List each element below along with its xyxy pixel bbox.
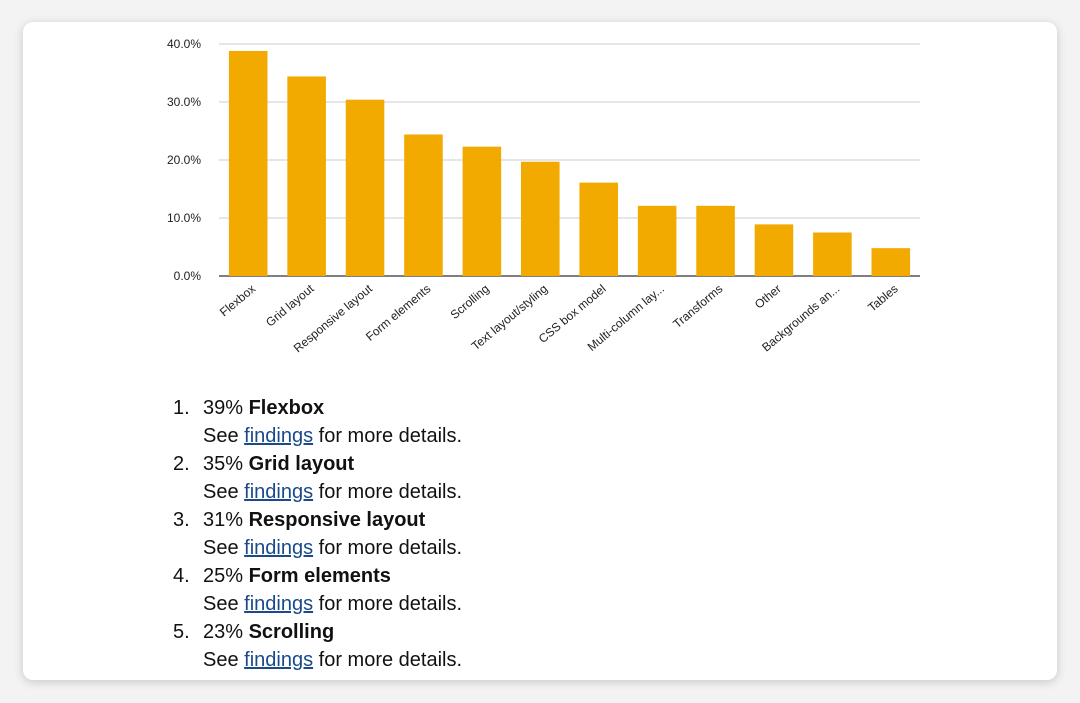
- x-tick-label: Grid layout: [263, 281, 317, 329]
- x-tick-label: Flexbox: [217, 282, 258, 320]
- bar: [404, 134, 443, 276]
- bar: [871, 248, 911, 276]
- findings-link[interactable]: findings: [244, 425, 314, 447]
- findings-link[interactable]: findings: [244, 537, 314, 559]
- findings-list: 1. 39% Flexbox See findings for more det…: [173, 394, 462, 674]
- y-tick-label: 0.0%: [174, 269, 202, 283]
- list-item: 2. 35% Grid layout See findings for more…: [173, 450, 462, 506]
- item-percent: 35%: [203, 453, 244, 475]
- bar: [696, 205, 735, 276]
- bar: [637, 205, 677, 276]
- bar-chart: 0.0% 10.0% 20.0% 30.0% 40.0% Flexbox Grid lay…: [167, 37, 920, 355]
- bar: [345, 99, 385, 277]
- x-tick-label: Tables: [865, 282, 901, 315]
- bar: [228, 50, 268, 277]
- y-tick-label: 40.0%: [167, 37, 201, 51]
- item-percent: 31%: [203, 509, 244, 531]
- x-tick-label: Scrolling: [448, 282, 492, 322]
- list-item: 3. 31% Responsive layout See findings fo…: [173, 506, 462, 562]
- item-percent: 25%: [203, 565, 244, 587]
- bar: [813, 232, 852, 276]
- list-item: 4. 25% Form elements See findings for mo…: [173, 562, 462, 618]
- item-see-text: See: [203, 425, 239, 447]
- item-number: 4.: [173, 565, 190, 587]
- item-after-text: for more details.: [318, 593, 463, 615]
- item-number: 3.: [173, 509, 190, 531]
- item-see-text: See: [203, 537, 239, 559]
- bar: [579, 182, 618, 276]
- item-title: Form elements: [248, 565, 391, 587]
- findings-link[interactable]: findings: [244, 481, 314, 503]
- findings-link[interactable]: findings: [244, 649, 314, 671]
- item-number: 1.: [173, 397, 190, 419]
- bar: [521, 161, 560, 276]
- item-see-text: See: [203, 481, 239, 503]
- y-tick-label: 20.0%: [167, 153, 201, 167]
- content-card: 0.0% 10.0% 20.0% 30.0% 40.0% Flexbox Grid lay…: [23, 22, 1057, 680]
- item-number: 2.: [173, 453, 190, 475]
- y-axis-ticks: 0.0% 10.0% 20.0% 30.0% 40.0%: [167, 37, 201, 283]
- item-percent: 39%: [203, 397, 244, 419]
- bar: [462, 146, 502, 276]
- item-title: Scrolling: [248, 621, 335, 643]
- bar: [754, 224, 794, 276]
- item-after-text: for more details.: [318, 425, 463, 447]
- y-tick-label: 30.0%: [167, 95, 201, 109]
- x-tick-label: Other: [752, 282, 784, 312]
- item-after-text: for more details.: [318, 481, 463, 503]
- item-after-text: for more details.: [318, 649, 463, 671]
- list-item: 5. 23% Scrolling See findings for more d…: [173, 618, 462, 674]
- item-see-text: See: [203, 593, 239, 615]
- bar: [287, 76, 326, 276]
- item-after-text: for more details.: [318, 537, 463, 559]
- list-item: 1. 39% Flexbox See findings for more det…: [173, 394, 462, 450]
- item-title: Responsive layout: [248, 509, 426, 531]
- item-title: Flexbox: [248, 397, 325, 419]
- item-percent: 23%: [203, 621, 244, 643]
- chart-gridlines: [219, 43, 920, 277]
- item-title: Grid layout: [248, 453, 355, 475]
- findings-link[interactable]: findings: [244, 593, 314, 615]
- x-tick-label: Transforms: [670, 282, 725, 331]
- item-see-text: See: [203, 649, 239, 671]
- chart-bars: [228, 50, 911, 277]
- y-tick-label: 10.0%: [167, 211, 201, 225]
- item-number: 5.: [173, 621, 190, 643]
